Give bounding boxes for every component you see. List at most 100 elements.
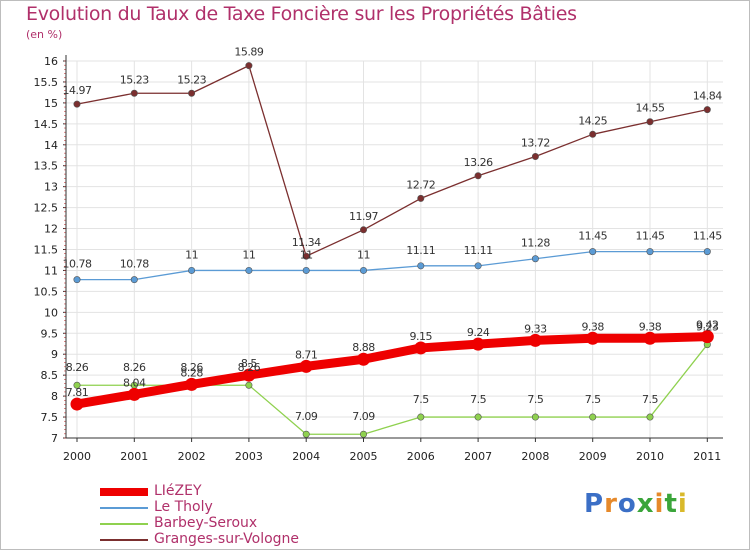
series-line-1 bbox=[76, 250, 708, 281]
series-3-point-8 bbox=[531, 153, 539, 161]
series-2-label-0: 8.26 bbox=[66, 361, 89, 374]
series-1-point-3 bbox=[245, 266, 253, 274]
logo-letter-1: r bbox=[604, 489, 618, 519]
series-0-label-11: 9.42 bbox=[696, 319, 719, 332]
series-3-label-5: 11.97 bbox=[349, 210, 378, 223]
series-1-label-11: 11.45 bbox=[693, 230, 722, 243]
series-1-label-8: 11.28 bbox=[521, 237, 550, 250]
logo-letter-3: x bbox=[636, 489, 655, 519]
series-3-label-3: 15.89 bbox=[234, 46, 263, 59]
legend-label-granges-sur-vologne: Granges-sur-Vologne bbox=[154, 531, 300, 547]
proxiti-logo: Proxiti bbox=[584, 489, 688, 519]
series-2-point-0 bbox=[73, 381, 81, 389]
y-tick-label-16: 15 bbox=[44, 97, 58, 110]
x-tick-label-6: 2006 bbox=[407, 450, 435, 463]
series-1-point-8 bbox=[531, 255, 539, 263]
series-3-point-3 bbox=[245, 62, 253, 70]
y-tick-label-10: 12 bbox=[44, 223, 58, 236]
series-1-label-4: 11 bbox=[300, 248, 313, 261]
x-tick-label-11: 2011 bbox=[693, 450, 721, 463]
x-tick-label-4: 2004 bbox=[292, 450, 320, 463]
series-2-point-10 bbox=[646, 413, 654, 421]
series-2-point-6 bbox=[417, 413, 425, 421]
x-tick-label-8: 2008 bbox=[521, 450, 549, 463]
series-1-point-5 bbox=[359, 266, 367, 274]
series-0-label-10: 9.38 bbox=[639, 320, 662, 333]
series-1-point-1 bbox=[130, 276, 138, 284]
series-1-point-4 bbox=[302, 266, 310, 274]
series-3-label-8: 13.72 bbox=[521, 137, 550, 150]
logo-letter-6: i bbox=[677, 489, 688, 519]
series-2-point-4 bbox=[302, 430, 310, 438]
legend-label-liezey: LIéZEY bbox=[154, 483, 202, 499]
y-tick-label-17: 15.5 bbox=[34, 76, 59, 89]
series-0-label-6: 9.15 bbox=[410, 330, 433, 343]
y-tick-label-18: 16 bbox=[44, 55, 58, 68]
series-3-label-2: 15.23 bbox=[177, 73, 206, 86]
legend-swatch-barbey-seroux bbox=[100, 523, 148, 525]
series-2-label-2: 8.26 bbox=[180, 361, 203, 374]
series-2-point-3 bbox=[245, 381, 253, 389]
series-3-point-10 bbox=[646, 118, 654, 126]
x-tick-label-2: 2002 bbox=[178, 450, 206, 463]
y-tick-label-1: 7.5 bbox=[41, 411, 59, 424]
series-2-point-5 bbox=[359, 430, 367, 438]
y-tick-label-5: 9.5 bbox=[41, 327, 59, 340]
series-2-label-4: 7.09 bbox=[295, 410, 318, 423]
series-3-point-5 bbox=[359, 226, 367, 234]
series-1-point-11 bbox=[703, 248, 711, 256]
series-3-label-4: 11.34 bbox=[292, 236, 321, 249]
y-tick-label-9: 11.5 bbox=[34, 244, 59, 257]
series-1-point-2 bbox=[188, 266, 196, 274]
series-2-label-10: 7.5 bbox=[642, 393, 658, 406]
y-tick-label-7: 10.5 bbox=[34, 285, 59, 298]
series-3-point-6 bbox=[417, 194, 425, 202]
series-2-point-7 bbox=[474, 413, 482, 421]
series-1-point-7 bbox=[474, 262, 482, 270]
series-1-label-9: 11.45 bbox=[578, 230, 607, 243]
series-0-point-6 bbox=[414, 341, 428, 355]
series-1-point-10 bbox=[646, 248, 654, 256]
series-1-label-1: 10.78 bbox=[120, 258, 149, 271]
logo-letter-4: i bbox=[654, 489, 665, 519]
series-0-label-9: 9.38 bbox=[581, 320, 604, 333]
y-tick-label-11: 12.5 bbox=[34, 202, 59, 215]
x-tick-label-7: 2007 bbox=[464, 450, 492, 463]
y-tick-label-13: 13.5 bbox=[34, 160, 59, 173]
series-line-3 bbox=[76, 64, 708, 257]
series-0-label-7: 9.24 bbox=[467, 326, 490, 339]
series-3-label-1: 15.23 bbox=[120, 73, 149, 86]
series-0-point-5 bbox=[357, 352, 370, 366]
x-tick-label-9: 2009 bbox=[579, 450, 607, 463]
y-tick-label-8: 11 bbox=[44, 264, 58, 277]
series-3-point-9 bbox=[589, 130, 597, 138]
series-0-point-4 bbox=[299, 359, 313, 373]
legend-swatch-le-tholy bbox=[100, 507, 148, 509]
y-tick-label-2: 8 bbox=[51, 390, 58, 403]
series-1-label-3: 11 bbox=[242, 248, 255, 261]
series-2-label-1: 8.26 bbox=[123, 361, 146, 374]
chart-title: Evolution du Taux de Taxe Foncière sur l… bbox=[26, 3, 577, 25]
y-tick-label-12: 13 bbox=[44, 181, 58, 194]
series-2-label-11: 9.23 bbox=[696, 321, 719, 334]
series-0-point-0 bbox=[70, 397, 84, 411]
series-2-label-9: 7.5 bbox=[585, 393, 601, 406]
series-1-label-10: 11.45 bbox=[636, 230, 665, 243]
series-1-point-9 bbox=[589, 248, 597, 256]
series-3-label-7: 13.26 bbox=[464, 156, 493, 169]
series-0-point-7 bbox=[471, 337, 485, 351]
series-2-label-3: 8.26 bbox=[238, 361, 261, 374]
series-3-point-1 bbox=[130, 89, 138, 97]
legend-label-barbey-seroux: Barbey-Seroux bbox=[154, 515, 258, 531]
series-0-label-2: 8.28 bbox=[180, 366, 203, 379]
series-1-label-5: 11 bbox=[357, 248, 370, 261]
series-2-label-6: 7.5 bbox=[413, 393, 429, 406]
series-1-point-6 bbox=[417, 262, 425, 270]
series-1-label-2: 11 bbox=[185, 248, 198, 261]
series-1-label-7: 11.11 bbox=[464, 244, 493, 257]
x-tick-label-5: 2005 bbox=[350, 450, 378, 463]
chart-subtitle: (en %) bbox=[26, 28, 63, 41]
series-3-point-4 bbox=[302, 252, 310, 260]
legend-swatch-granges-sur-vologne bbox=[100, 539, 148, 541]
